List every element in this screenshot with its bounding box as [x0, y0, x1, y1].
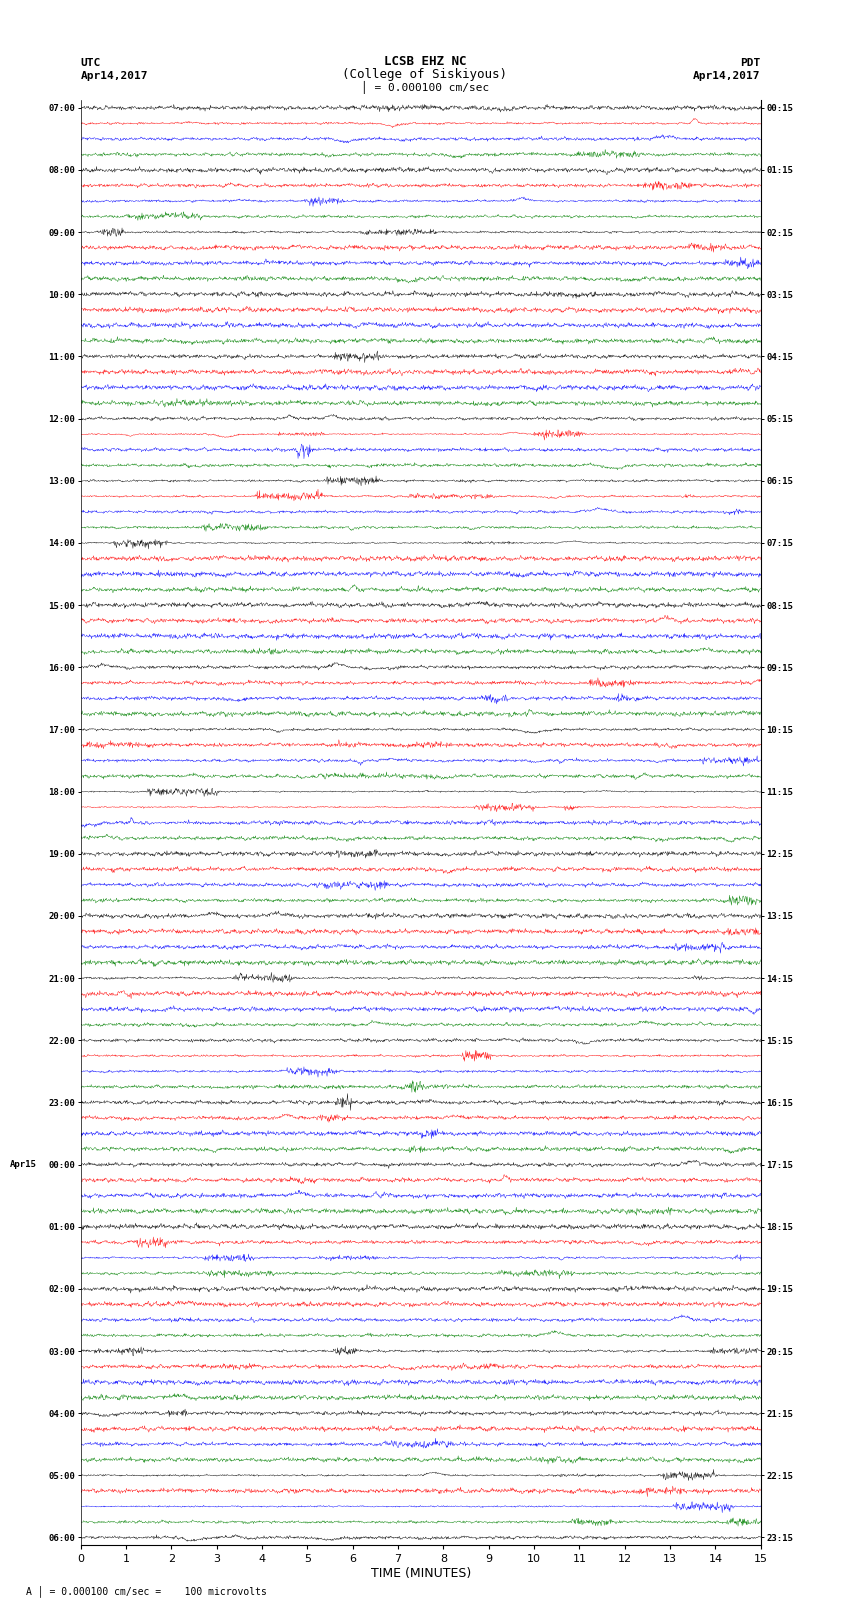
Text: PDT: PDT: [740, 58, 761, 68]
Text: Apr14,2017: Apr14,2017: [694, 71, 761, 81]
Text: Apr15: Apr15: [9, 1160, 37, 1169]
Text: │ = 0.000100 cm/sec: │ = 0.000100 cm/sec: [361, 81, 489, 94]
X-axis label: TIME (MINUTES): TIME (MINUTES): [371, 1568, 471, 1581]
Text: A │ = 0.000100 cm/sec =    100 microvolts: A │ = 0.000100 cm/sec = 100 microvolts: [26, 1586, 266, 1597]
Text: Apr14,2017: Apr14,2017: [81, 71, 148, 81]
Text: LCSB EHZ NC: LCSB EHZ NC: [383, 55, 467, 68]
Text: (College of Siskiyous): (College of Siskiyous): [343, 68, 507, 81]
Text: UTC: UTC: [81, 58, 101, 68]
